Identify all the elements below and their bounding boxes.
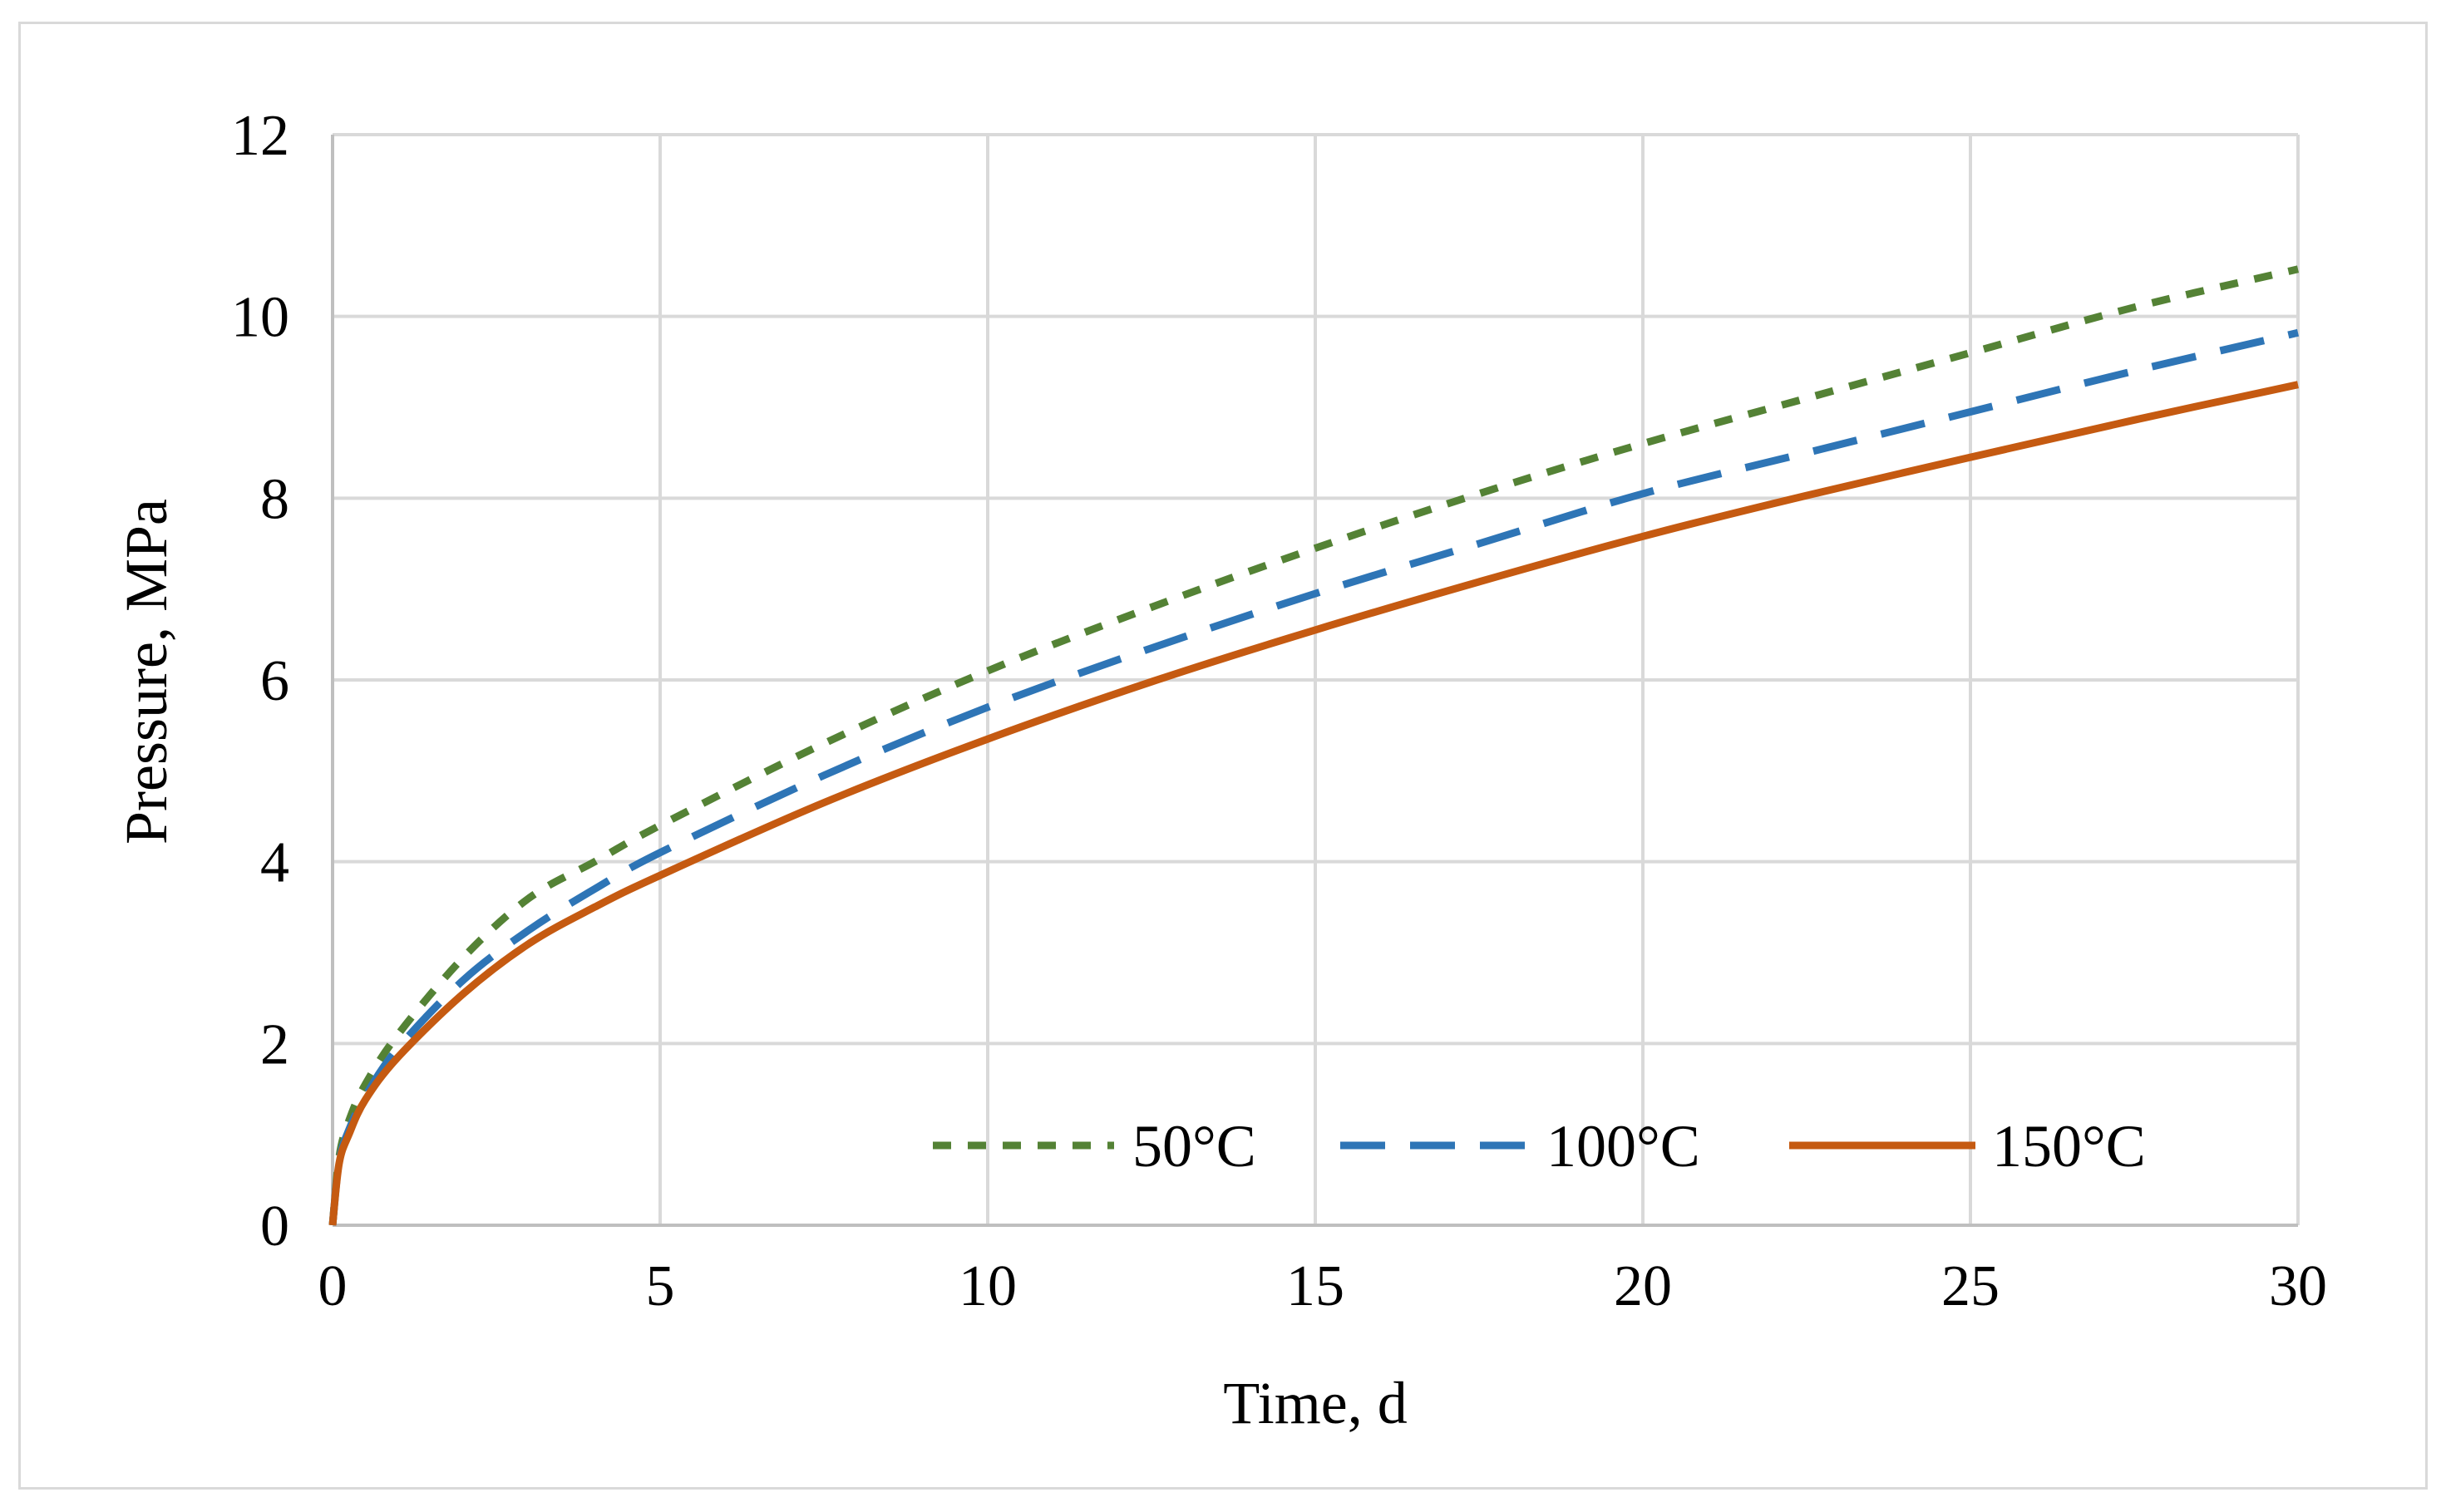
legend: 50°C 100°C 150°C: [933, 1113, 2146, 1180]
x-tick-label: 20: [1614, 1254, 1672, 1318]
y-tick-label: 2: [260, 1012, 289, 1076]
tick-labels: 0 2 4 6 8 10 12 0 5 10 15 20 25 30: [231, 104, 2327, 1318]
series-line-2: [328, 328, 2300, 1226]
y-tick-label: 6: [260, 649, 289, 713]
x-tick-label: 30: [2269, 1254, 2327, 1318]
x-tick-label: 25: [1941, 1254, 2000, 1318]
x-tick-label: 5: [646, 1254, 675, 1318]
chart-frame: [18, 22, 2428, 1490]
series-layer: [328, 265, 2300, 1226]
x-tick-label: 0: [318, 1254, 348, 1318]
grid-lines: [331, 133, 2300, 1227]
y-tick-label: 12: [231, 104, 289, 168]
series-line-3: [328, 381, 2299, 1226]
legend-label-3: 150°C: [1992, 1113, 2146, 1180]
series-line-1: [328, 265, 2300, 1226]
y-tick-label: 4: [260, 831, 289, 895]
x-tick-label: 15: [1286, 1254, 1344, 1318]
x-tick-label: 10: [959, 1254, 1017, 1318]
y-tick-label: 8: [260, 467, 289, 531]
legend-label-1: 50°C: [1132, 1113, 1256, 1180]
y-axis-title: Pressure, MPa: [113, 499, 180, 845]
x-axis-title: Time, d: [1223, 1370, 1407, 1436]
legend-label-2: 100°C: [1546, 1113, 1700, 1180]
y-tick-label: 10: [231, 286, 289, 350]
y-tick-label: 0: [260, 1194, 289, 1258]
